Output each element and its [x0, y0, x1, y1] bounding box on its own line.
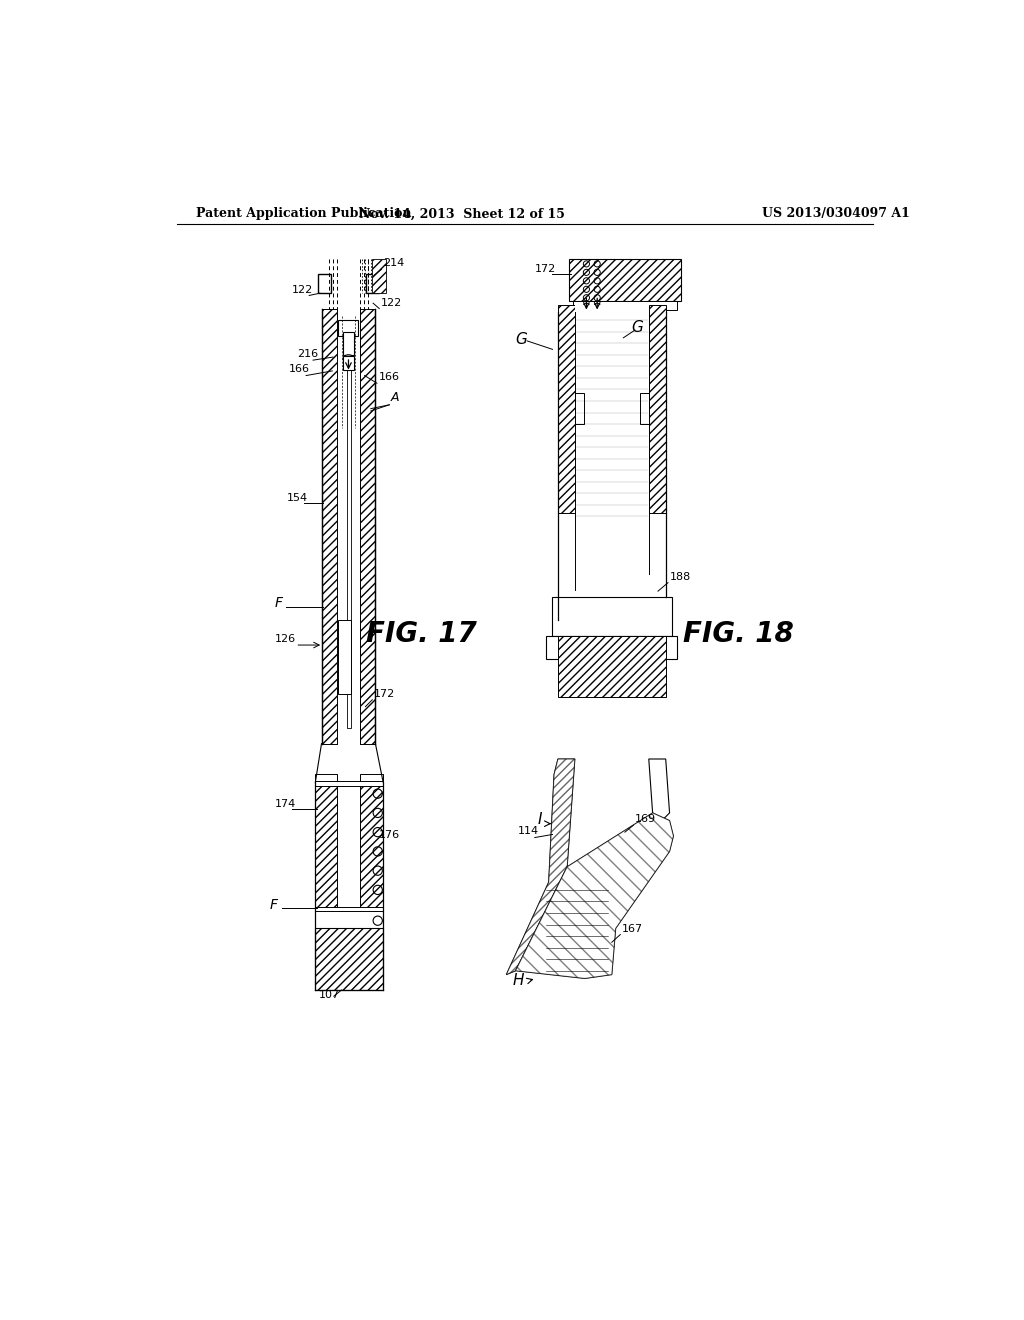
Text: F: F: [269, 899, 278, 912]
Bar: [574, 305, 649, 512]
Text: 154: 154: [287, 494, 308, 503]
Text: 167: 167: [622, 924, 643, 935]
Text: 216: 216: [297, 348, 318, 359]
Text: 122: 122: [292, 285, 313, 296]
Text: H: H: [512, 973, 523, 989]
Text: 172: 172: [374, 689, 395, 700]
Text: 169: 169: [635, 814, 656, 824]
Bar: [315, 775, 337, 781]
Text: 176: 176: [379, 830, 399, 841]
Bar: [343, 356, 354, 370]
Bar: [318, 275, 331, 293]
Bar: [322, 309, 337, 743]
Bar: [640, 393, 649, 424]
Text: 107: 107: [318, 990, 340, 999]
Bar: [337, 309, 360, 743]
Bar: [574, 393, 584, 424]
Text: G: G: [631, 321, 643, 335]
Text: A: A: [391, 391, 399, 404]
Bar: [558, 636, 666, 697]
Bar: [569, 259, 681, 301]
Bar: [339, 321, 358, 335]
Bar: [343, 331, 354, 355]
Text: G: G: [515, 331, 527, 347]
Text: 174: 174: [275, 799, 297, 809]
Bar: [367, 275, 379, 293]
Bar: [315, 928, 383, 990]
Text: 188: 188: [670, 573, 691, 582]
Text: Nov. 14, 2013  Sheet 12 of 15: Nov. 14, 2013 Sheet 12 of 15: [358, 207, 564, 220]
Polygon shape: [506, 759, 574, 974]
Text: 166: 166: [289, 364, 310, 375]
Polygon shape: [515, 813, 674, 978]
Polygon shape: [649, 759, 670, 821]
Polygon shape: [515, 813, 674, 978]
Polygon shape: [506, 759, 574, 974]
Bar: [315, 907, 383, 911]
Bar: [373, 259, 386, 293]
Text: 166: 166: [379, 372, 399, 383]
Bar: [347, 339, 351, 729]
Bar: [315, 781, 337, 909]
Bar: [547, 636, 677, 659]
Bar: [552, 598, 672, 636]
Text: 214: 214: [383, 259, 404, 268]
Bar: [339, 620, 351, 693]
Text: 172: 172: [535, 264, 556, 273]
Text: I: I: [538, 812, 542, 826]
Ellipse shape: [343, 355, 354, 363]
Text: FIG. 17: FIG. 17: [367, 620, 477, 648]
Text: Patent Application Publication: Patent Application Publication: [196, 207, 412, 220]
Text: 126: 126: [275, 634, 296, 644]
Bar: [360, 781, 383, 909]
Text: 114: 114: [518, 826, 539, 837]
Text: F: F: [274, 597, 283, 610]
Bar: [558, 305, 574, 512]
Bar: [573, 301, 677, 310]
Text: FIG. 18: FIG. 18: [683, 620, 795, 648]
Bar: [360, 309, 376, 743]
Bar: [315, 781, 383, 785]
Bar: [649, 305, 666, 512]
Bar: [360, 775, 383, 781]
Text: US 2013/0304097 A1: US 2013/0304097 A1: [762, 207, 910, 220]
Text: 122: 122: [381, 298, 402, 309]
